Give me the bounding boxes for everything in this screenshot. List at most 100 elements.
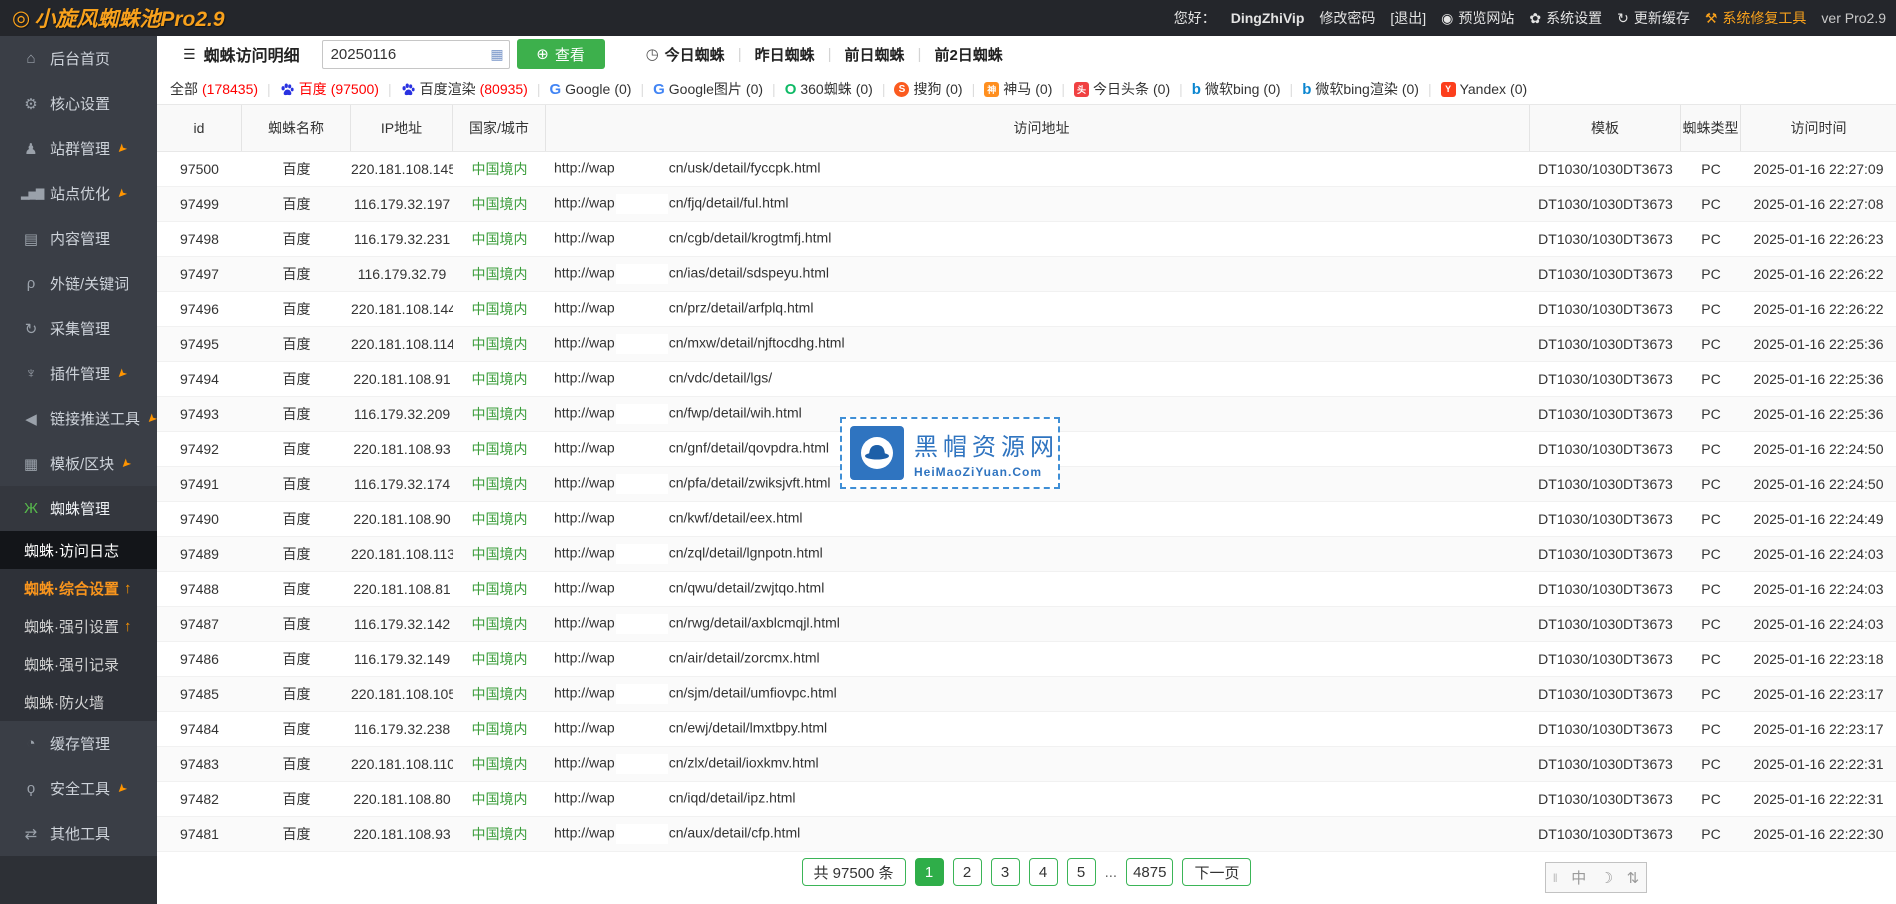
- cell-spider-type: PC: [1701, 686, 1721, 702]
- pin-icon: ➤: [117, 454, 135, 473]
- filter-s360[interactable]: O 360蜘蛛 (0): [784, 80, 873, 98]
- cell-ip: 220.181.108.91: [353, 371, 451, 387]
- cell-spider-name: 百度: [282, 196, 311, 212]
- cell-country: 中国境内: [471, 476, 528, 492]
- cell-visit-time: 2025-01-16 22:23:18: [1753, 651, 1884, 667]
- day-link[interactable]: 前2日蜘蛛: [934, 46, 1003, 64]
- sidebar-item[interactable]: ⌂ 后台首页: [0, 36, 157, 81]
- sidebar-submenu: 蜘蛛·访问日志 蜘蛛·综合设置 ↑ 蜘蛛·强引设置 ↑ 蜘蛛·强引记录蜘蛛·防火墙: [0, 531, 157, 721]
- next-page-button[interactable]: 下一页: [1182, 858, 1252, 886]
- eye-icon: ◉: [1441, 9, 1454, 26]
- sidebar-item[interactable]: ♟ 站群管理 ➤: [0, 126, 157, 171]
- sidebar-item[interactable]: ρ 外链/关键词: [0, 261, 157, 306]
- ime-toolbar[interactable]: ‖ 中 ☽ ⇅: [1545, 862, 1647, 893]
- cell-visit-url: http://wap cn/iqd/detail/ipz.html: [546, 789, 1530, 809]
- filter-toutiao[interactable]: 头今日头条 (0): [1074, 79, 1170, 99]
- cell-spider-type: PC: [1701, 791, 1721, 807]
- cell-spider-type: PC: [1701, 441, 1721, 457]
- page-button[interactable]: 3: [990, 858, 1020, 886]
- sidebar-item[interactable]: Ж 蜘蛛管理: [0, 486, 157, 531]
- cell-template: DT1030/1030DT3673: [1538, 756, 1673, 772]
- sidebar-item[interactable]: ▤ 内容管理: [0, 216, 157, 261]
- cell-spider-name: 百度: [282, 686, 311, 702]
- sidebar-item-label: 模板/区块: [50, 456, 115, 473]
- calendar-icon[interactable]: ▦: [490, 45, 504, 62]
- filter-all[interactable]: 全部 (178435): [170, 81, 259, 97]
- cell-ip: 220.181.108.105: [351, 686, 453, 702]
- repair-tool-link[interactable]: ⚒ 系统修复工具: [1704, 9, 1807, 27]
- cell-id: 97491: [180, 476, 219, 492]
- date-input[interactable]: [321, 39, 510, 69]
- system-settings-link[interactable]: ✿ 系统设置: [1529, 9, 1603, 27]
- sidebar-item[interactable]: ♆ 插件管理 ➤: [0, 351, 157, 396]
- cell-template: DT1030/1030DT3673: [1538, 826, 1673, 842]
- cell-visit-url: http://wap cn/vdc/detail/lgs/: [546, 369, 1530, 389]
- cell-spider-type: PC: [1701, 756, 1721, 772]
- sidebar-subitem[interactable]: 蜘蛛·防火墙: [0, 683, 157, 721]
- cell-visit-url: http://wap cn/cgb/detail/krogtmfj.html: [546, 229, 1530, 249]
- filter-bing[interactable]: b 微软bing渲染 (0): [1302, 80, 1419, 98]
- sidebar-subitem[interactable]: 蜘蛛·访问日志: [0, 531, 157, 569]
- page-button[interactable]: 5: [1066, 858, 1096, 886]
- cell-id: 97499: [180, 196, 219, 212]
- page-button[interactable]: 4: [1028, 858, 1058, 886]
- domain-mask: [615, 789, 668, 809]
- page-button[interactable]: 1: [914, 858, 944, 886]
- cell-visit-time: 2025-01-16 22:27:09: [1753, 161, 1884, 177]
- sidebar-item[interactable]: ⚙ 核心设置: [0, 81, 157, 126]
- logout-link[interactable]: [退出]: [1390, 10, 1427, 26]
- cell-ip: 116.179.32.238: [353, 721, 451, 737]
- gear-icon: ✿: [1529, 9, 1542, 26]
- view-button[interactable]: ⊕ 查看: [516, 39, 605, 69]
- total-count-label: 共 97500 条: [801, 858, 906, 886]
- change-password-link[interactable]: 修改密码: [1319, 10, 1376, 26]
- sidebar-subitem[interactable]: 蜘蛛·综合设置 ↑: [0, 569, 157, 607]
- filter-baidu[interactable]: 百度渲染 (80935): [401, 79, 528, 99]
- sidebar-item[interactable]: ϙ 安全工具 ➤: [0, 766, 157, 811]
- cell-visit-time: 2025-01-16 22:24:03: [1753, 546, 1884, 562]
- cell-template: DT1030/1030DT3673: [1538, 651, 1673, 667]
- separator: |: [1427, 81, 1432, 97]
- sidebar-subitem[interactable]: 蜘蛛·强引设置 ↑: [0, 607, 157, 645]
- cell-template: DT1030/1030DT3673: [1538, 441, 1673, 457]
- bing-icon: b: [1191, 80, 1201, 98]
- filter-baidu[interactable]: 百度 (97500): [280, 79, 379, 99]
- day-link[interactable]: 前日蜘蛛: [844, 46, 905, 64]
- cell-visit-url: http://wap cn/zlx/detail/ioxkmv.html: [546, 754, 1530, 774]
- filter-google[interactable]: G Google图片 (0): [653, 80, 764, 98]
- sidebar-bottom-items: ◔ 缓存管理 ϙ 安全工具 ➤ ⇄ 其他工具: [0, 721, 157, 856]
- list-icon: ☰: [183, 45, 196, 62]
- cell-visit-time: 2025-01-16 22:24:49: [1753, 511, 1884, 527]
- domain-mask: [615, 159, 668, 179]
- filter-shenma[interactable]: 神神马 (0): [984, 79, 1052, 99]
- preview-site-link[interactable]: ◉ 预览网站: [1441, 9, 1515, 27]
- day-link[interactable]: 昨日蜘蛛: [754, 46, 815, 64]
- cell-visit-url: http://wap cn/qwu/detail/zwjtqo.html: [546, 579, 1530, 599]
- cell-country: 中国境内: [471, 686, 528, 702]
- sidebar-subitem[interactable]: 蜘蛛·强引记录: [0, 645, 157, 683]
- sidebar-item-label: 采集管理: [50, 321, 111, 338]
- bulb-icon: ϙ: [26, 780, 36, 797]
- top-header: ◎ 小旋风蜘蛛池Pro2.9 您好： DingZhiVip 修改密码 [退出] …: [0, 0, 1896, 36]
- sidebar-item[interactable]: ▦ 模板/区块 ➤: [0, 441, 157, 486]
- page-button[interactable]: 2: [952, 858, 982, 886]
- sidebar-item[interactable]: ⇄ 其他工具: [0, 811, 157, 856]
- filter-sogou[interactable]: S 搜狗 (0): [894, 79, 963, 99]
- cell-visit-time: 2025-01-16 22:25:36: [1753, 336, 1884, 352]
- separator: |: [772, 81, 776, 97]
- update-cache-link[interactable]: ↻ 更新缓存: [1617, 9, 1690, 27]
- day-link[interactable]: ◷ 今日蜘蛛: [645, 46, 725, 64]
- sidebar-item-label: 链接推送工具: [50, 411, 141, 428]
- sidebar-subitem-label: 蜘蛛·强引记录: [24, 656, 119, 674]
- sidebar-item[interactable]: ◀ 链接推送工具 ➤: [0, 396, 160, 441]
- last-page-button[interactable]: 4875: [1126, 858, 1174, 886]
- cell-country: 中国境内: [471, 721, 528, 737]
- chart-icon: ▂▅▇: [21, 188, 44, 200]
- cell-id: 97490: [180, 511, 219, 527]
- sidebar-item[interactable]: ◔ 缓存管理: [0, 721, 157, 766]
- filter-yandex[interactable]: Y Yandex (0): [1440, 81, 1527, 97]
- sidebar-item[interactable]: ▂▅▇ 站点优化 ➤: [0, 171, 157, 216]
- sidebar-item[interactable]: ↻ 采集管理: [0, 306, 157, 351]
- filter-google[interactable]: G Google (0): [549, 80, 632, 98]
- filter-bing[interactable]: b 微软bing (0): [1191, 80, 1281, 98]
